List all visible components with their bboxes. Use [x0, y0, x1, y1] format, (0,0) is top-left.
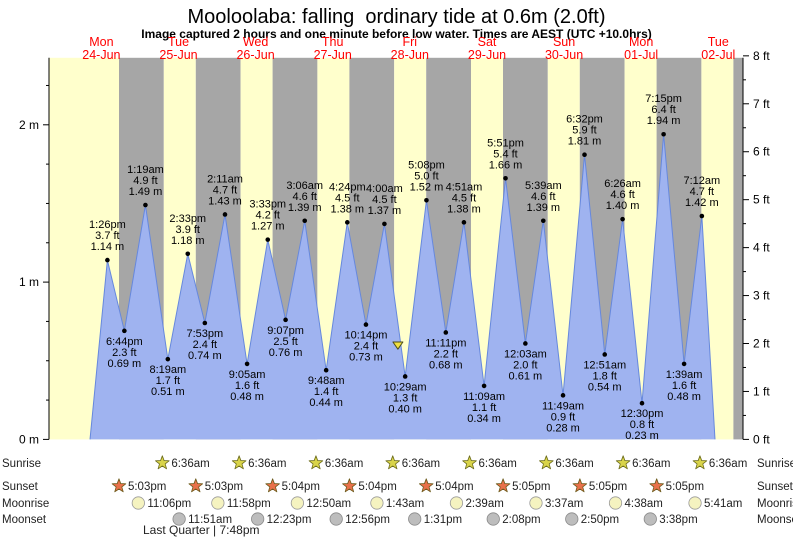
- svg-text:5:03pm: 5:03pm: [205, 481, 243, 493]
- svg-text:0.44 m: 0.44 m: [309, 397, 343, 409]
- svg-text:11:58pm: 11:58pm: [227, 498, 271, 510]
- svg-text:Sunrise: Sunrise: [757, 458, 793, 470]
- svg-text:Sunset: Sunset: [757, 481, 793, 493]
- svg-text:0.73 m: 0.73 m: [349, 352, 383, 364]
- svg-text:0.61 m: 0.61 m: [509, 370, 543, 382]
- svg-text:3:38pm: 3:38pm: [659, 514, 697, 526]
- svg-text:0.51 m: 0.51 m: [151, 386, 185, 398]
- svg-text:12:56pm: 12:56pm: [345, 514, 390, 526]
- svg-text:1.27 m: 1.27 m: [251, 221, 285, 233]
- svg-text:1.38 m: 1.38 m: [330, 203, 364, 215]
- svg-text:4 ft: 4 ft: [753, 241, 770, 255]
- svg-text:0.34 m: 0.34 m: [467, 413, 501, 425]
- svg-text:0.76 m: 0.76 m: [269, 347, 303, 359]
- svg-text:5:04pm: 5:04pm: [282, 481, 320, 493]
- svg-text:1.94 m: 1.94 m: [647, 115, 681, 127]
- svg-text:6:36am: 6:36am: [325, 458, 363, 470]
- svg-text:Sunset: Sunset: [2, 481, 39, 493]
- svg-text:5:04pm: 5:04pm: [358, 481, 396, 493]
- svg-text:6:36am: 6:36am: [248, 458, 286, 470]
- svg-text:2 m: 2 m: [19, 118, 39, 132]
- svg-text:1.14 m: 1.14 m: [91, 241, 125, 253]
- svg-text:Moonrise: Moonrise: [2, 498, 49, 510]
- svg-text:6:36am: 6:36am: [479, 458, 517, 470]
- svg-text:1.39 m: 1.39 m: [288, 202, 322, 214]
- svg-text:1.18 m: 1.18 m: [171, 235, 205, 247]
- svg-text:12:50am: 12:50am: [306, 498, 351, 510]
- svg-text:1.43 m: 1.43 m: [208, 195, 242, 207]
- svg-text:5:05pm: 5:05pm: [512, 481, 550, 493]
- svg-text:5:05pm: 5:05pm: [589, 481, 627, 493]
- svg-text:3:37am: 3:37am: [545, 498, 583, 510]
- svg-text:1:31pm: 1:31pm: [424, 514, 462, 526]
- svg-text:1.40 m: 1.40 m: [606, 200, 640, 212]
- svg-text:0.28 m: 0.28 m: [546, 422, 580, 434]
- svg-text:5:41am: 5:41am: [704, 498, 742, 510]
- svg-text:1.81 m: 1.81 m: [568, 136, 602, 148]
- svg-text:2 ft: 2 ft: [753, 337, 770, 351]
- svg-text:6:36am: 6:36am: [632, 458, 670, 470]
- svg-text:6:36am: 6:36am: [402, 458, 440, 470]
- svg-text:Moonset: Moonset: [2, 514, 47, 526]
- svg-text:5:05pm: 5:05pm: [666, 481, 704, 493]
- svg-text:0.54 m: 0.54 m: [588, 381, 622, 393]
- svg-text:1.49 m: 1.49 m: [129, 186, 163, 198]
- svg-text:1:43am: 1:43am: [386, 498, 424, 510]
- svg-text:0 ft: 0 ft: [753, 432, 770, 446]
- svg-text:0 m: 0 m: [19, 432, 39, 446]
- svg-text:1.66 m: 1.66 m: [489, 159, 523, 171]
- svg-text:12:23pm: 12:23pm: [267, 514, 312, 526]
- svg-text:0.40 m: 0.40 m: [388, 403, 422, 415]
- svg-text:6:36am: 6:36am: [709, 458, 747, 470]
- svg-text:6:36am: 6:36am: [555, 458, 593, 470]
- svg-text:7 ft: 7 ft: [753, 97, 770, 111]
- svg-text:0.69 m: 0.69 m: [108, 358, 142, 370]
- svg-text:1.52 m: 1.52 m: [410, 181, 444, 193]
- svg-text:Sunrise: Sunrise: [2, 458, 41, 470]
- svg-text:0.48 m: 0.48 m: [230, 391, 264, 403]
- svg-text:0.23 m: 0.23 m: [625, 430, 659, 442]
- svg-text:5:04pm: 5:04pm: [435, 481, 473, 493]
- svg-text:5:03pm: 5:03pm: [128, 481, 166, 493]
- svg-text:Last Quarter | 7:48pm: Last Quarter | 7:48pm: [143, 523, 260, 537]
- svg-text:1.39 m: 1.39 m: [526, 202, 560, 214]
- svg-text:0.74 m: 0.74 m: [188, 350, 222, 362]
- svg-text:1.37 m: 1.37 m: [368, 205, 402, 217]
- svg-text:5 ft: 5 ft: [753, 193, 770, 207]
- svg-text:1.38 m: 1.38 m: [447, 203, 481, 215]
- svg-text:1 ft: 1 ft: [753, 384, 770, 398]
- svg-text:6 ft: 6 ft: [753, 145, 770, 159]
- svg-text:0.68 m: 0.68 m: [429, 359, 463, 371]
- svg-text:3 ft: 3 ft: [753, 289, 770, 303]
- svg-text:Moonset: Moonset: [757, 514, 793, 526]
- svg-text:4:38am: 4:38am: [625, 498, 663, 510]
- svg-text:6:36am: 6:36am: [171, 458, 209, 470]
- svg-text:2:50pm: 2:50pm: [581, 514, 619, 526]
- svg-text:11:06pm: 11:06pm: [147, 498, 191, 510]
- svg-text:Moonrise: Moonrise: [757, 498, 793, 510]
- svg-text:2:39am: 2:39am: [465, 498, 503, 510]
- svg-text:2:08pm: 2:08pm: [502, 514, 540, 526]
- svg-text:1 m: 1 m: [19, 275, 39, 289]
- svg-text:1.42 m: 1.42 m: [685, 197, 719, 209]
- svg-text:0.48 m: 0.48 m: [667, 391, 701, 403]
